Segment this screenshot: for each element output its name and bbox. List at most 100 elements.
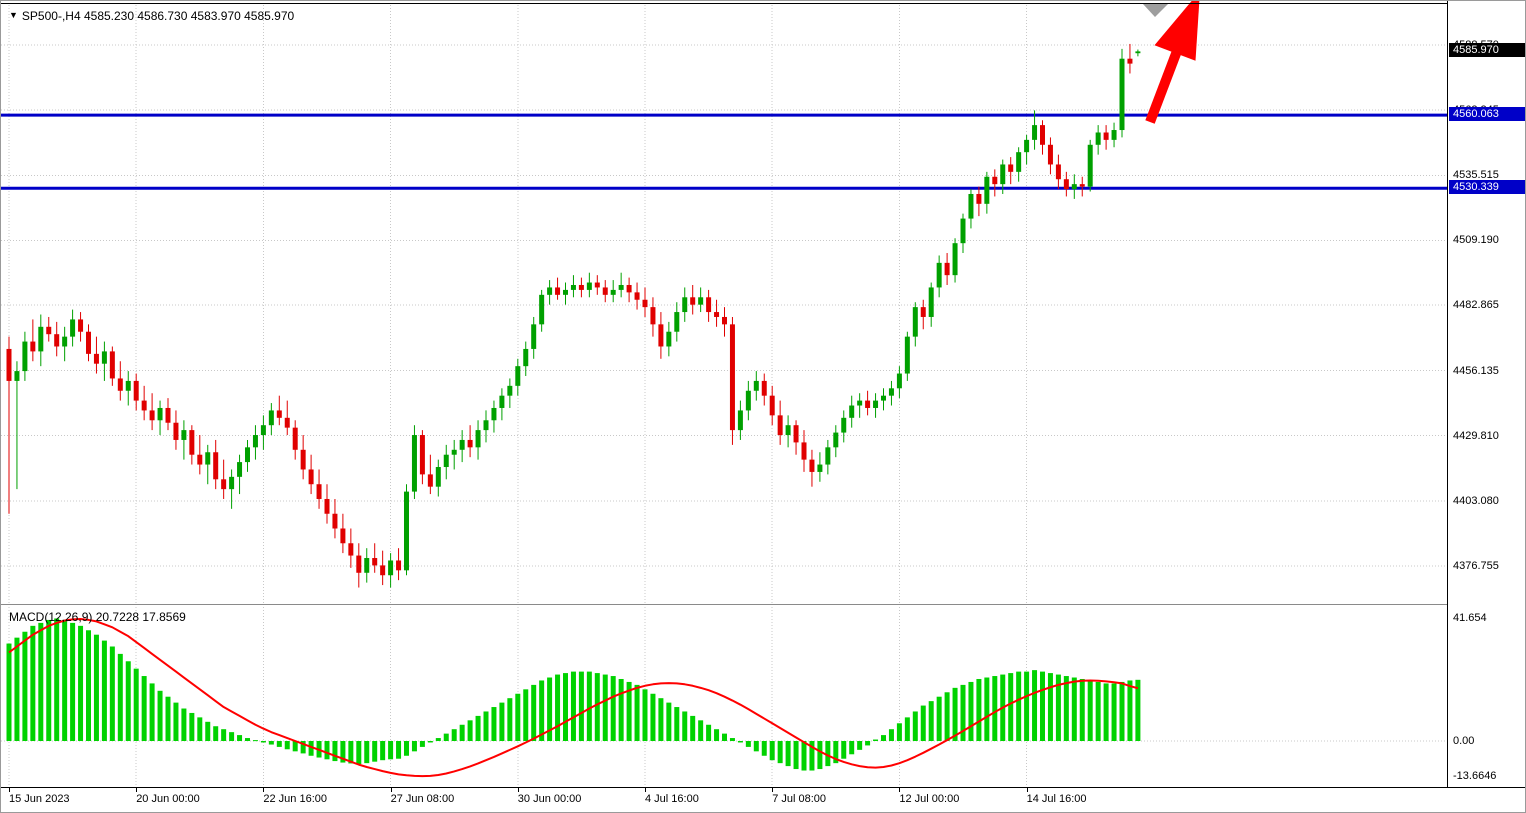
candle-body: [38, 326, 44, 352]
macd-bar: [881, 735, 886, 741]
time-tick-label: 30 Jun 00:00: [517, 793, 582, 805]
macd-bar: [308, 741, 314, 756]
price-tick-label: 4403.080: [1453, 495, 1499, 508]
chart-top-border: [1, 3, 1525, 4]
candle-body: [197, 454, 203, 465]
time-tick-label: 27 Jun 08:00: [390, 793, 455, 805]
macd-bar: [451, 729, 457, 741]
macd-bar: [93, 634, 99, 741]
pane-divider[interactable]: [1, 604, 1525, 605]
price-chart-canvas[interactable]: [1, 1, 1447, 787]
macd-bar: [157, 690, 163, 741]
candle-body: [706, 297, 712, 313]
macd-bar: [245, 738, 250, 741]
dropdown-triangle-icon[interactable]: ▼: [9, 10, 18, 20]
candle-body: [753, 380, 759, 391]
trend-arrow-annotation[interactable]: [1145, 1, 1200, 124]
candle-body: [125, 380, 131, 391]
support-resistance-lines[interactable]: [1, 113, 1447, 190]
candle-body: [666, 331, 672, 347]
candle-body: [427, 474, 433, 487]
candle-body: [642, 299, 648, 308]
candle-body: [78, 319, 84, 332]
macd-bar: [729, 738, 735, 741]
candle-body: [729, 324, 735, 431]
candle-body: [22, 341, 28, 372]
macd-bar: [555, 674, 561, 741]
macd-bar: [944, 692, 950, 741]
candle-body: [761, 380, 767, 396]
macd-histogram: [6, 618, 1141, 771]
candle-body: [411, 435, 417, 492]
time-tick-mark: [899, 788, 901, 792]
macd-bar: [1016, 671, 1022, 741]
candle-body: [54, 334, 60, 347]
macd-bar: [1024, 671, 1030, 741]
price-tick-label: 4456.135: [1453, 364, 1499, 377]
candle-body: [1008, 164, 1014, 172]
macd-bar: [857, 741, 863, 750]
candle-body: [388, 560, 394, 576]
price-tick-label: 4429.810: [1453, 429, 1499, 442]
macd-bar: [443, 733, 449, 741]
time-gridlines: [8, 5, 1028, 787]
macd-bar: [968, 681, 974, 741]
candle-body: [857, 400, 863, 406]
macd-bar: [865, 741, 871, 746]
price-tick-label: 4535.515: [1453, 169, 1499, 182]
candle-body: [634, 292, 640, 300]
candle-body: [205, 452, 211, 465]
candle-body: [332, 513, 338, 529]
candle-body: [229, 476, 235, 490]
macd-bar: [904, 717, 910, 741]
time-tick-label: 12 Jul 00:00: [899, 793, 960, 805]
candle-body: [825, 447, 831, 465]
candle-body: [1055, 164, 1061, 180]
candle-body: [873, 400, 879, 408]
macd-bar: [348, 741, 354, 764]
macd-bar: [777, 741, 783, 764]
candle-body: [499, 395, 505, 408]
macd-bar: [674, 707, 680, 741]
price-tick-label: 4482.865: [1453, 299, 1499, 311]
time-axis[interactable]: 15 Jun 2023 20 Jun 00:00 22 Jun 16:00 27 Ju…: [1, 788, 1525, 812]
candle-body: [1119, 58, 1125, 131]
macd-bar: [594, 673, 600, 741]
candle-body: [793, 425, 799, 443]
candle-body: [419, 435, 425, 475]
candle-body: [1079, 184, 1085, 187]
time-tick-label: 20 Jun 00:00: [136, 793, 200, 805]
macd-bar: [149, 683, 155, 741]
macd-bar: [547, 677, 553, 741]
time-tick-label: 7 Jul 08:00: [772, 793, 827, 805]
macd-bar: [507, 698, 513, 741]
candle-body: [658, 324, 664, 347]
macd-bar: [117, 653, 123, 741]
candle-body: [475, 430, 481, 448]
macd-bar: [388, 741, 394, 760]
macd-bar: [292, 741, 298, 752]
candle-body: [602, 287, 608, 295]
price-axis[interactable]: 4588.5704562.2454535.5154509.1904482.865…: [1447, 1, 1525, 787]
macd-bar: [690, 715, 696, 741]
macd-bar: [642, 689, 648, 741]
candle-body: [896, 373, 902, 389]
macd-bar: [1032, 670, 1038, 741]
candle-body: [801, 442, 807, 460]
macd-bar: [268, 741, 274, 745]
macd-bar: [1119, 681, 1125, 741]
macd-bar: [817, 741, 823, 770]
macd-bar: [340, 741, 346, 763]
time-axis-border: [1, 787, 1525, 788]
macd-signal-line: [8, 618, 1139, 778]
candle-body: [1040, 125, 1045, 145]
candle-body: [149, 410, 155, 421]
time-tick-label: 4 Jul 16:00: [645, 793, 699, 805]
macd-bar: [888, 729, 894, 741]
candle-body: [364, 558, 370, 573]
macd-bar: [411, 741, 417, 752]
macd-bar: [873, 739, 879, 741]
candle-body: [237, 462, 243, 477]
indicator-header: MACD(12,26,9) 20.7228 17.8569: [9, 610, 186, 624]
candle-body: [245, 447, 250, 463]
